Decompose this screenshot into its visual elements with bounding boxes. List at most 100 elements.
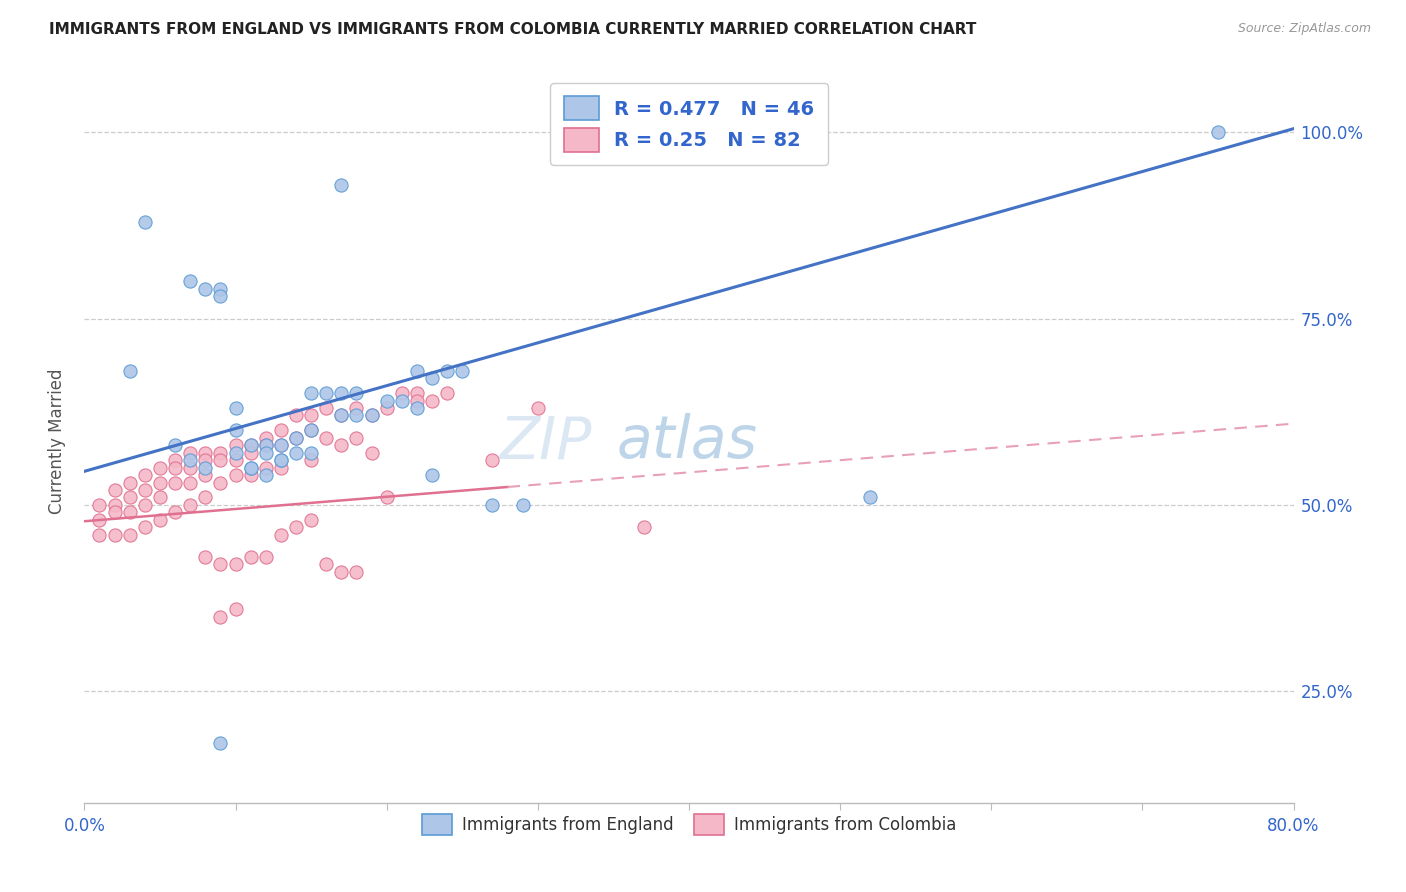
Point — [209, 609, 232, 624]
Point — [134, 215, 156, 229]
Point — [225, 453, 247, 467]
Point — [239, 438, 262, 452]
Point — [104, 498, 127, 512]
Point — [225, 602, 247, 616]
Point — [239, 468, 262, 483]
Point — [194, 282, 217, 296]
Point — [254, 438, 277, 452]
Point — [165, 438, 187, 452]
Point — [104, 505, 127, 519]
Point — [194, 446, 217, 460]
Point — [346, 409, 368, 423]
Point — [285, 520, 308, 534]
Point — [118, 491, 141, 505]
Point — [254, 549, 277, 564]
Point — [436, 364, 458, 378]
Point — [118, 475, 141, 490]
Point — [451, 364, 474, 378]
Y-axis label: Currently Married: Currently Married — [48, 368, 66, 515]
Point — [330, 438, 353, 452]
Point — [134, 468, 156, 483]
Point — [285, 409, 308, 423]
Point — [406, 393, 429, 408]
Point — [270, 453, 292, 467]
Point — [254, 460, 277, 475]
Point — [270, 438, 292, 452]
Point — [330, 409, 353, 423]
Point — [299, 423, 322, 437]
Point — [254, 468, 277, 483]
Point — [420, 371, 443, 385]
Point — [406, 386, 429, 401]
Point — [346, 401, 368, 415]
Point — [285, 446, 308, 460]
Point — [299, 423, 322, 437]
Text: Source: ZipAtlas.com: Source: ZipAtlas.com — [1237, 22, 1371, 36]
Point — [1206, 125, 1229, 139]
Point — [194, 491, 217, 505]
Point — [165, 460, 187, 475]
Point — [134, 498, 156, 512]
Point — [406, 364, 429, 378]
Point — [149, 460, 172, 475]
Point — [315, 558, 337, 572]
Point — [89, 498, 111, 512]
Text: atlas: atlas — [616, 413, 758, 470]
Point — [209, 558, 232, 572]
Point — [270, 460, 292, 475]
Point — [360, 409, 382, 423]
Point — [225, 468, 247, 483]
Point — [633, 520, 655, 534]
Point — [270, 438, 292, 452]
Point — [165, 475, 187, 490]
Point — [346, 565, 368, 579]
Point — [239, 460, 262, 475]
Point — [118, 527, 141, 541]
Point — [254, 431, 277, 445]
Point — [239, 446, 262, 460]
Text: IMMIGRANTS FROM ENGLAND VS IMMIGRANTS FROM COLOMBIA CURRENTLY MARRIED CORRELATIO: IMMIGRANTS FROM ENGLAND VS IMMIGRANTS FR… — [49, 22, 977, 37]
Point — [406, 401, 429, 415]
Point — [859, 491, 882, 505]
Point — [285, 431, 308, 445]
Point — [179, 453, 201, 467]
Point — [225, 423, 247, 437]
Point — [194, 453, 217, 467]
Point — [225, 446, 247, 460]
Point — [330, 386, 353, 401]
Point — [420, 393, 443, 408]
Point — [179, 498, 201, 512]
Point — [209, 282, 232, 296]
Point — [194, 460, 217, 475]
Point — [254, 438, 277, 452]
Point — [436, 386, 458, 401]
Point — [104, 483, 127, 497]
Point — [299, 409, 322, 423]
Point — [118, 505, 141, 519]
Point — [512, 498, 534, 512]
Point — [239, 460, 262, 475]
Point — [481, 498, 503, 512]
Point — [481, 453, 503, 467]
Point — [270, 423, 292, 437]
Point — [299, 446, 322, 460]
Point — [239, 549, 262, 564]
Text: ZIP: ZIP — [499, 413, 592, 470]
Point — [239, 438, 262, 452]
Point — [194, 549, 217, 564]
Point — [330, 409, 353, 423]
Point — [165, 505, 187, 519]
Legend: Immigrants from England, Immigrants from Colombia: Immigrants from England, Immigrants from… — [415, 808, 963, 841]
Point — [179, 475, 201, 490]
Point — [209, 475, 232, 490]
Point — [375, 491, 398, 505]
Point — [299, 453, 322, 467]
Point — [391, 386, 413, 401]
Point — [420, 468, 443, 483]
Point — [391, 393, 413, 408]
Point — [315, 401, 337, 415]
Point — [149, 475, 172, 490]
Point — [134, 483, 156, 497]
Point — [330, 565, 353, 579]
Point — [194, 468, 217, 483]
